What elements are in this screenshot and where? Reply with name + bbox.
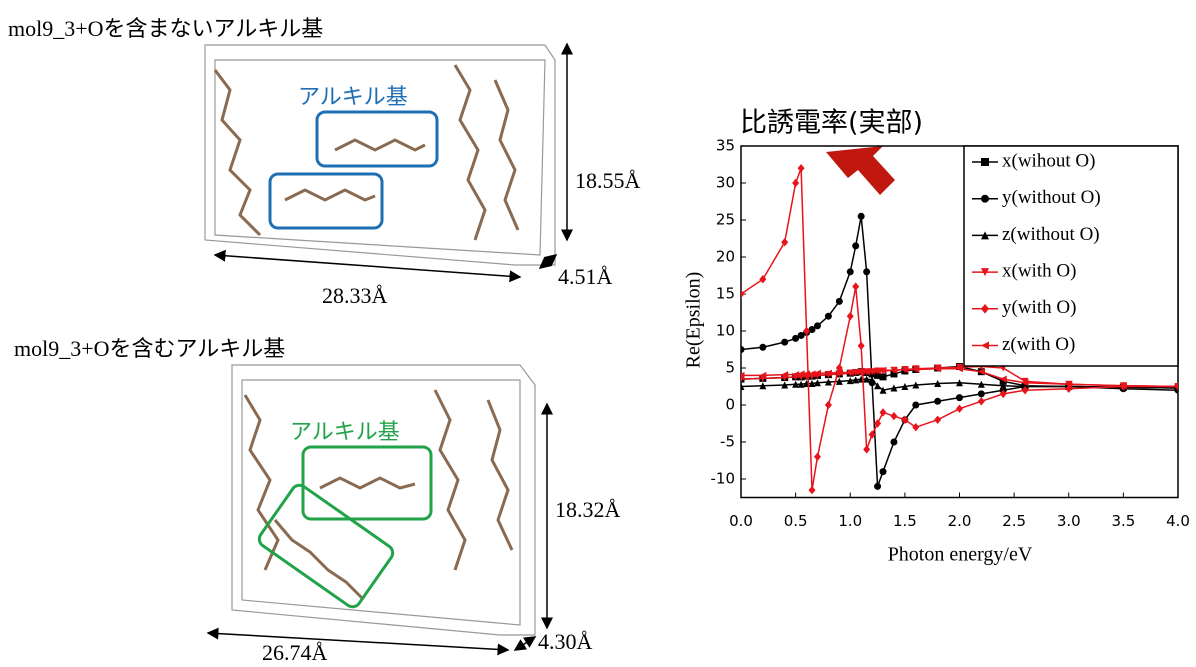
marker — [738, 346, 745, 353]
x-tick-label: 0.0 — [729, 512, 753, 530]
marker — [858, 342, 865, 350]
marker — [978, 390, 985, 397]
dimension-arrow — [208, 633, 508, 650]
marker — [978, 397, 985, 405]
x-tick-label: 1.0 — [838, 512, 862, 530]
marker — [874, 483, 881, 490]
slide: mol9_3+Oを含まないアルキル基 アルキル基 18.55Å 28.33Å 4… — [0, 0, 1196, 667]
y-tick-label: 30 — [716, 174, 735, 192]
crystal-box — [205, 45, 555, 265]
legend-label: x(wihout O) — [1002, 150, 1095, 171]
marker — [738, 290, 745, 298]
marker — [934, 416, 941, 424]
x-tick-label: 2.0 — [948, 512, 972, 530]
y-tick-label: 5 — [725, 359, 735, 377]
marker — [890, 412, 897, 420]
marker — [792, 179, 799, 187]
depth-label: 4.30Å — [538, 629, 593, 654]
height-label: 18.55Å — [575, 168, 641, 193]
marker — [814, 322, 821, 329]
x-tick-label: 3.5 — [1111, 512, 1135, 530]
marker — [858, 213, 865, 220]
marker — [825, 313, 832, 320]
pointer-arrow — [826, 146, 895, 195]
y-tick-label: 15 — [716, 285, 735, 303]
y-tick-label: 10 — [716, 322, 735, 340]
legend-label: y(without O) — [1002, 187, 1101, 208]
marker — [863, 268, 870, 275]
panel-title: mol9_3+Oを含むアルキル基 — [14, 336, 285, 361]
highlight-box — [317, 112, 437, 166]
marker — [880, 468, 887, 475]
page: mol9_3+Oを含まないアルキル基 アルキル基 18.55Å 28.33Å 4… — [0, 0, 1196, 667]
x-axis-label: Photon energy/eV — [888, 544, 1033, 566]
legend-marker — [981, 158, 989, 166]
y-axis-label: Re(Epsilon) — [683, 272, 705, 369]
width-label: 28.33Å — [322, 283, 388, 308]
marker — [912, 402, 919, 409]
marker — [825, 401, 832, 409]
dimension-arrow — [540, 255, 556, 268]
marker — [814, 453, 821, 461]
y-tick-label: -5 — [720, 433, 735, 451]
marker — [847, 268, 854, 275]
marker — [863, 445, 870, 453]
marker — [852, 242, 859, 249]
depth-label: 4.51Å — [558, 264, 613, 289]
highlight-box — [256, 482, 396, 610]
height-label: 18.32Å — [555, 497, 621, 522]
marker — [880, 408, 887, 416]
y-tick-label: 20 — [716, 248, 735, 266]
marker — [852, 282, 859, 290]
y-tick-label: 35 — [716, 137, 735, 155]
x-tick-label: 3.0 — [1057, 512, 1081, 530]
marker — [890, 439, 897, 446]
marker — [934, 398, 941, 405]
marker — [847, 312, 854, 320]
group-label: アルキル基 — [298, 85, 408, 110]
marker — [798, 164, 805, 172]
chart-title: 比誘電率(実部) — [740, 108, 923, 139]
marker — [759, 344, 766, 351]
panel-title: mol9_3+Oを含まないアルキル基 — [8, 16, 323, 41]
marker — [836, 298, 843, 305]
dimension-arrow — [215, 255, 520, 277]
group-label: アルキル基 — [290, 420, 400, 445]
x-tick-label: 1.5 — [893, 512, 917, 530]
x-tick-label: 4.0 — [1166, 512, 1190, 530]
marker — [956, 405, 963, 413]
dimension-arrow — [515, 637, 535, 650]
legend-label: x(with O) — [1002, 260, 1076, 281]
crystal-box — [232, 365, 535, 635]
marker — [956, 394, 963, 401]
marker — [809, 486, 816, 494]
y-tick-label: 25 — [716, 211, 735, 229]
legend-label: z(without O) — [1002, 224, 1100, 245]
x-tick-label: 0.5 — [784, 512, 808, 530]
legend-marker — [981, 195, 989, 203]
marker — [912, 423, 919, 431]
marker — [781, 339, 788, 346]
y-tick-label: -10 — [711, 470, 736, 488]
legend-label: y(with O) — [1002, 297, 1076, 318]
x-tick-label: 2.5 — [1002, 512, 1026, 530]
legend-label: z(with O) — [1002, 334, 1075, 355]
width-label: 26.74Å — [262, 640, 328, 665]
y-tick-label: 0 — [725, 396, 735, 414]
